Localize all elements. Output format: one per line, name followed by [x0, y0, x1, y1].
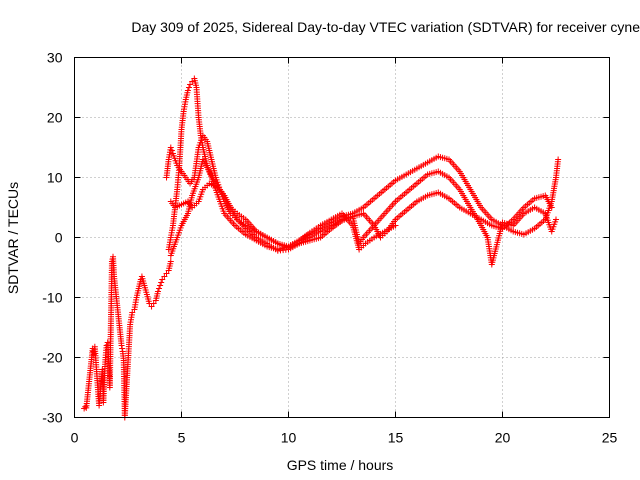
x-tick-label: 25 [602, 430, 618, 446]
x-tick-label: 5 [178, 430, 186, 446]
y-tick-label: -30 [42, 410, 62, 426]
chart-title: Day 309 of 2025, Sidereal Day-to-day VTE… [131, 19, 640, 35]
x-tick-labels: 0 5 10 15 20 25 [71, 430, 618, 446]
data-point [154, 288, 161, 295]
data-point [82, 403, 89, 410]
data-point [392, 222, 399, 229]
y-tick-label: -20 [42, 350, 62, 366]
data-point [548, 204, 555, 211]
data-point [184, 87, 191, 94]
x-tick-label: 20 [495, 430, 511, 446]
data-point [168, 147, 175, 154]
y-tick-label: 30 [47, 50, 63, 66]
data-point [118, 342, 125, 349]
y-tick-label: 20 [47, 110, 63, 126]
data-point [167, 258, 174, 265]
x-tick-label: 15 [388, 430, 404, 446]
y-axis-label: SDTVAR / TECUs [5, 182, 21, 294]
y-tick-labels: -30 -20 -10 0 10 20 30 [42, 50, 62, 426]
y-tick-label: -10 [42, 290, 62, 306]
data-point [119, 345, 126, 352]
data-point [553, 216, 559, 223]
grid-lines [74, 57, 610, 418]
x-tick-label: 10 [281, 430, 297, 446]
x-axis-label: GPS time / hours [287, 457, 394, 473]
data-point [157, 282, 164, 289]
x-tick-label: 0 [71, 430, 79, 446]
data-points [81, 75, 562, 421]
data-point [185, 84, 192, 91]
data-point [167, 144, 174, 151]
data-point [158, 279, 165, 286]
data-point [156, 285, 163, 292]
plot-frame [74, 57, 610, 418]
y-tick-label: 0 [55, 230, 63, 246]
data-point [555, 156, 562, 163]
y-tick-label: 10 [47, 170, 63, 186]
